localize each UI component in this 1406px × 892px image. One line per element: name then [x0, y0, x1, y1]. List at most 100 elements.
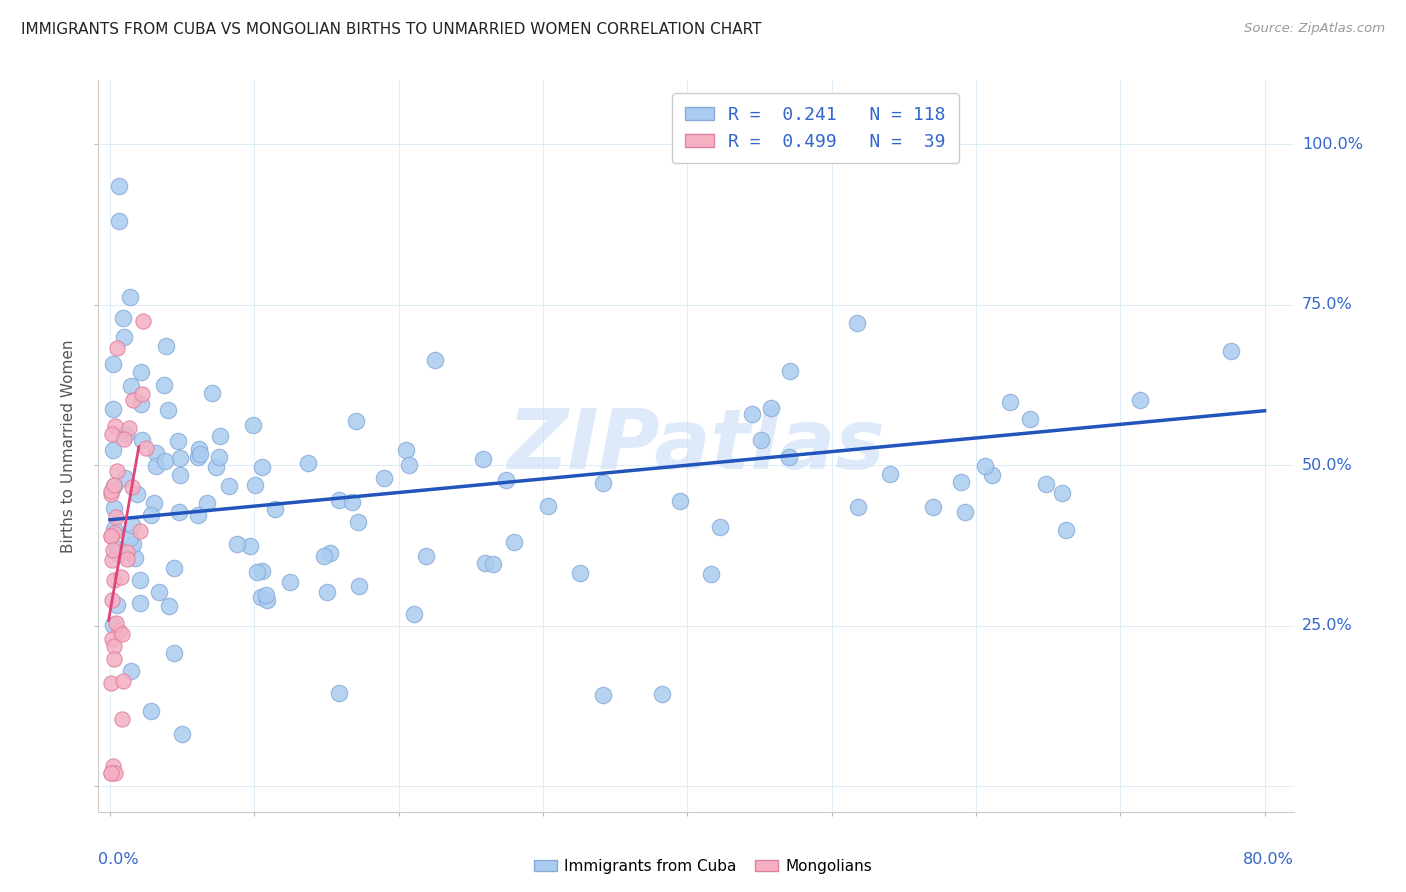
- Point: [129, 597, 152, 611]
- Point: [347, 515, 370, 529]
- Point: [188, 447, 211, 461]
- Point: [135, 441, 157, 455]
- Point: [167, 505, 190, 519]
- Point: [208, 429, 231, 443]
- Point: [250, 460, 273, 475]
- Point: [953, 505, 976, 519]
- Point: [115, 545, 138, 559]
- Point: [101, 357, 124, 371]
- Point: [218, 479, 240, 493]
- Point: [112, 310, 135, 325]
- Text: 75.0%: 75.0%: [1302, 297, 1353, 312]
- Point: [100, 632, 122, 646]
- Text: 80.0%: 80.0%: [1243, 852, 1294, 867]
- Text: ZIPatlas: ZIPatlas: [508, 406, 884, 486]
- Point: [157, 599, 180, 613]
- Point: [107, 179, 129, 194]
- Point: [101, 553, 124, 567]
- Point: [974, 459, 997, 474]
- Point: [398, 458, 420, 472]
- Point: [100, 675, 122, 690]
- Point: [163, 561, 186, 575]
- Point: [741, 407, 763, 421]
- Point: [187, 508, 209, 522]
- Point: [104, 766, 127, 780]
- Point: [129, 397, 152, 411]
- Point: [124, 551, 146, 566]
- Point: [148, 585, 170, 599]
- Point: [404, 607, 426, 621]
- Point: [111, 673, 134, 688]
- Point: [592, 689, 614, 703]
- Point: [242, 417, 264, 432]
- Point: [103, 639, 125, 653]
- Point: [131, 433, 153, 447]
- Point: [118, 290, 141, 304]
- Point: [132, 314, 155, 328]
- Point: [103, 525, 125, 540]
- Point: [342, 495, 364, 509]
- Point: [131, 365, 153, 379]
- Y-axis label: Births to Unmarried Women: Births to Unmarried Women: [60, 339, 76, 553]
- Point: [111, 627, 134, 641]
- Text: 100.0%: 100.0%: [1302, 137, 1362, 152]
- Point: [471, 452, 494, 467]
- Point: [921, 500, 943, 515]
- Point: [415, 549, 437, 564]
- Point: [495, 473, 517, 487]
- Point: [845, 316, 868, 330]
- Point: [312, 549, 335, 564]
- Point: [252, 564, 274, 578]
- Point: [105, 615, 128, 630]
- Point: [121, 518, 143, 533]
- Point: [246, 565, 269, 579]
- Point: [204, 459, 226, 474]
- Point: [139, 508, 162, 522]
- Point: [122, 393, 145, 408]
- Point: [195, 496, 218, 510]
- Point: [208, 450, 231, 464]
- Point: [105, 341, 128, 355]
- Point: [998, 394, 1021, 409]
- Point: [120, 379, 142, 393]
- Point: [115, 427, 138, 442]
- Point: [709, 519, 731, 533]
- Point: [139, 704, 162, 718]
- Point: [142, 496, 165, 510]
- Point: [103, 501, 125, 516]
- Point: [172, 727, 194, 741]
- Point: [100, 484, 122, 499]
- Point: [395, 443, 418, 458]
- Point: [103, 759, 125, 773]
- Point: [118, 531, 141, 545]
- Point: [101, 401, 124, 416]
- Point: [1035, 477, 1057, 491]
- Text: IMMIGRANTS FROM CUBA VS MONGOLIAN BIRTHS TO UNMARRIED WOMEN CORRELATION CHART: IMMIGRANTS FROM CUBA VS MONGOLIAN BIRTHS…: [21, 22, 762, 37]
- Point: [592, 475, 614, 490]
- Point: [250, 590, 273, 604]
- Point: [107, 547, 129, 561]
- Point: [115, 551, 138, 566]
- Point: [1054, 523, 1077, 537]
- Point: [163, 646, 186, 660]
- Point: [129, 573, 152, 587]
- Point: [153, 453, 176, 467]
- Point: [118, 420, 141, 434]
- Point: [700, 567, 723, 582]
- Point: [950, 475, 973, 489]
- Point: [145, 446, 167, 460]
- Point: [100, 487, 122, 501]
- Point: [344, 413, 367, 427]
- Point: [112, 432, 135, 446]
- Point: [482, 557, 505, 571]
- Point: [103, 522, 125, 536]
- Point: [120, 664, 142, 678]
- Text: 50.0%: 50.0%: [1302, 458, 1353, 473]
- Point: [155, 339, 177, 353]
- Point: [1220, 343, 1243, 358]
- Point: [101, 618, 124, 632]
- Point: [107, 214, 129, 228]
- Point: [187, 442, 209, 456]
- Point: [121, 479, 143, 493]
- Point: [1050, 485, 1073, 500]
